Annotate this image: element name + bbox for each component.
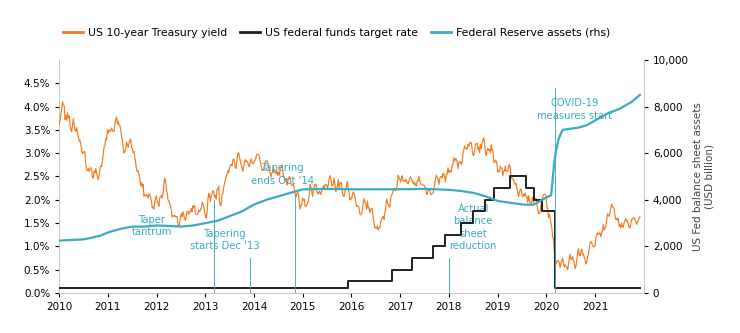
Text: Tapering
ends Oct '14: Tapering ends Oct '14 bbox=[251, 164, 314, 186]
Y-axis label: US Fed balance sheet assets
(USD billion): US Fed balance sheet assets (USD billion… bbox=[693, 102, 715, 251]
Text: Taper
tantrum: Taper tantrum bbox=[132, 215, 172, 237]
Legend: US 10-year Treasury yield, US federal funds target rate, Federal Reserve assets : US 10-year Treasury yield, US federal fu… bbox=[58, 23, 615, 42]
Text: Actual
balance
sheet
reduction: Actual balance sheet reduction bbox=[450, 204, 497, 251]
Text: COVID-19
measures start: COVID-19 measures start bbox=[537, 98, 612, 121]
Text: Tapering
starts Dec '13: Tapering starts Dec '13 bbox=[190, 229, 260, 251]
